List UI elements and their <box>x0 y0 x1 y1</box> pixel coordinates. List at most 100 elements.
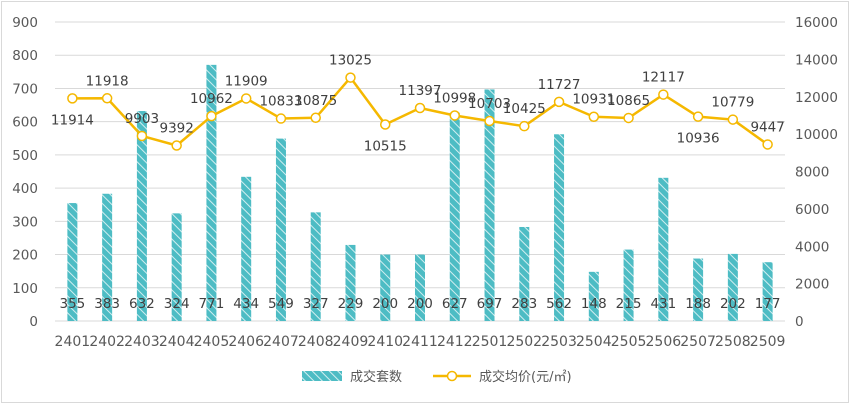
line-marker <box>727 114 739 125</box>
line-marker <box>519 120 530 132</box>
line-marker <box>67 93 78 104</box>
x-axis-tick-label: 2506 <box>646 334 682 350</box>
line-data-label: 10703 <box>468 96 511 112</box>
right-axis-tick-label: 14000 <box>795 52 838 68</box>
x-axis-tick-label: 2509 <box>750 334 786 350</box>
bar <box>345 244 356 321</box>
bar-data-label: 771 <box>199 296 225 312</box>
line-data-label: 9903 <box>125 111 159 127</box>
right-axis-tick-label: 4000 <box>795 239 829 255</box>
bar-data-label: 177 <box>755 296 781 312</box>
line-marker <box>345 72 356 83</box>
bar <box>449 112 460 322</box>
bar-data-label: 355 <box>59 296 85 312</box>
left-axis-tick-label: 500 <box>12 148 38 164</box>
bar-data-label: 549 <box>268 296 294 312</box>
left-axis-tick-label: 900 <box>12 15 38 31</box>
right-axis-tick-label: 2000 <box>795 277 829 293</box>
line-data-label: 11914 <box>51 112 94 128</box>
bar <box>658 177 669 321</box>
bar-data-label: 327 <box>303 296 329 312</box>
line-data-label: 11918 <box>86 73 129 89</box>
bar <box>727 253 738 321</box>
bar <box>380 254 391 321</box>
line-marker <box>206 110 217 122</box>
x-axis-tick-label: 2410 <box>367 334 403 350</box>
bar-data-label: 283 <box>511 296 537 312</box>
bar-data-label: 200 <box>407 296 433 312</box>
left-axis-tick-label: 300 <box>12 214 38 230</box>
line-data-label: 10515 <box>364 139 407 155</box>
legend-bar-swatch <box>302 371 342 381</box>
line-marker <box>414 102 426 114</box>
bar <box>241 176 252 321</box>
bar <box>693 258 704 321</box>
right-axis-tick-label: 10000 <box>795 127 838 143</box>
bar <box>484 89 495 322</box>
line-data-label: 10875 <box>294 93 337 109</box>
legend-bar-label: 成交套数 <box>350 369 402 385</box>
x-axis-tick-label: 2407 <box>263 334 299 350</box>
bar <box>519 226 530 321</box>
line-data-label: 11909 <box>225 73 268 89</box>
bar-data-label: 632 <box>129 296 155 312</box>
x-axis-tick-label: 2403 <box>124 334 160 350</box>
line-marker <box>379 119 391 130</box>
line-marker <box>588 111 600 122</box>
line-marker <box>692 111 704 122</box>
line-marker <box>658 89 669 100</box>
right-axis-tick-label: 0 <box>795 314 804 330</box>
line-marker <box>623 112 634 124</box>
x-axis-tick-label: 2412 <box>437 334 473 350</box>
line-marker <box>240 93 252 104</box>
line-marker <box>484 115 495 127</box>
x-axis-tick-label: 2401 <box>55 334 91 350</box>
bar-data-label: 383 <box>94 296 120 312</box>
line-data-label: 10833 <box>259 94 302 110</box>
bar-data-label: 229 <box>338 296 364 312</box>
x-axis-tick-label: 2408 <box>298 334 334 350</box>
x-axis-tick-label: 2406 <box>228 334 264 350</box>
line-marker <box>762 139 773 150</box>
line-data-label: 11397 <box>399 83 442 99</box>
right-axis-ticks: 0 2000 4000 6000 8000 10000 12000 14000 16000 <box>795 15 838 330</box>
left-axis-tick-label: 700 <box>12 81 38 97</box>
right-axis-tick-label: 16000 <box>795 15 838 31</box>
x-axis-tick-label: 2501 <box>472 334 508 350</box>
x-axis-tick-label: 2505 <box>611 334 647 350</box>
bar-data-label: 434 <box>233 296 259 312</box>
left-axis-tick-label: 600 <box>12 115 38 131</box>
bar-data-label: 200 <box>372 296 398 312</box>
x-axis-tick-label: 2411 <box>402 334 438 350</box>
line-marker <box>101 93 113 104</box>
x-axis-tick-label: 2503 <box>541 334 577 350</box>
line-data-label: 10998 <box>433 90 476 106</box>
left-axis-tick-label: 400 <box>12 181 38 197</box>
line-marker <box>449 110 461 121</box>
bar-data-labels: 355 383 632 324 771 434 549 327 229 200 200 627 697 2… <box>59 296 780 312</box>
legend: 成交套数 成交均价(元/㎡) <box>302 369 572 385</box>
right-axis-tick-label: 12000 <box>795 90 838 106</box>
left-axis-ticks: 0 100 200 300 400 500 600 700 800 900 <box>12 15 38 330</box>
bar-data-label: 215 <box>616 296 642 312</box>
line-data-label: 9392 <box>159 120 193 136</box>
line-marker <box>553 96 565 108</box>
x-axis-tick-label: 2507 <box>680 334 716 350</box>
left-axis-tick-label: 800 <box>12 48 38 64</box>
bar-series <box>67 64 773 322</box>
line-data-label: 12117 <box>642 70 685 86</box>
x-axis-tick-label: 2409 <box>333 334 369 350</box>
left-axis-tick-label: 200 <box>12 248 38 264</box>
bar <box>171 213 182 321</box>
legend-line-label: 成交均价(元/㎡) <box>479 369 572 385</box>
line-marker <box>310 112 321 124</box>
line-data-label: 10962 <box>190 91 233 107</box>
bar-data-label: 202 <box>720 296 746 312</box>
x-axis-tick-label: 2405 <box>194 334 230 350</box>
bar-data-label: 324 <box>164 296 190 312</box>
x-axis-tick-label: 2502 <box>506 334 542 350</box>
x-axis-ticks: 2401 2402 2403 2404 2405 2406 2407 2408 2409 2410… <box>55 334 786 350</box>
bar <box>206 64 217 322</box>
